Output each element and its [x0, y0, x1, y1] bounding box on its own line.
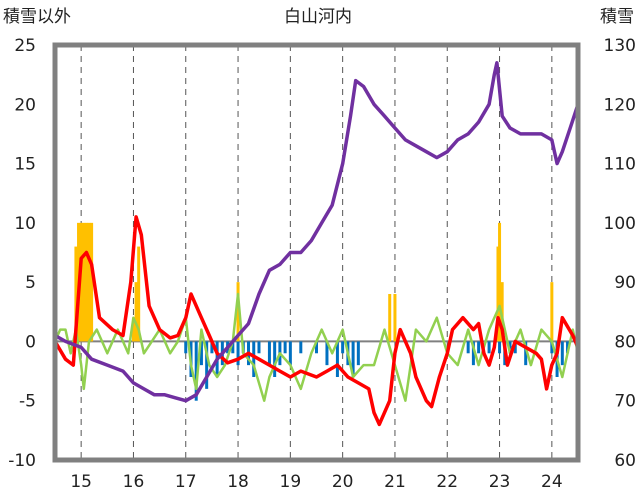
y-right-tick-label: 60 — [614, 451, 636, 471]
y-left-tick-label: 10 — [14, 214, 36, 234]
bar-blue — [550, 341, 554, 354]
grid-lines — [55, 45, 578, 460]
y-left-ticks: 25 20 15 10 5 0 -5 -10 — [8, 36, 36, 471]
y-right-tick-label: 90 — [614, 273, 636, 293]
y-right-tick-label: 120 — [604, 95, 636, 115]
y-right-tick-label: 80 — [614, 332, 636, 352]
bar-blue — [194, 341, 198, 401]
y-right-tick-label: 110 — [604, 155, 636, 175]
y-right-ticks: 130 120 110 100 90 80 70 60 — [604, 36, 636, 471]
bar-blue — [231, 341, 235, 354]
bar-blue — [252, 341, 256, 377]
bar-blue — [356, 341, 360, 366]
series-line — [53, 215, 580, 427]
x-ticks: 15 16 17 18 19 20 21 22 23 24 — [70, 472, 562, 492]
y-right-axis-label: 積雪 — [600, 7, 634, 27]
bar-orange — [498, 222, 502, 342]
bar-blue — [513, 341, 517, 354]
bar-orange — [388, 294, 392, 342]
bar-orange — [90, 222, 94, 342]
bar-orange — [496, 246, 500, 342]
bar-blue — [273, 341, 277, 377]
bar-orange — [87, 222, 91, 342]
x-tick-label: 22 — [436, 472, 458, 492]
bar-blue — [315, 341, 318, 354]
bar-blue — [508, 341, 512, 354]
bar-blue — [325, 341, 329, 366]
bar-blue — [267, 341, 271, 366]
bar-orange — [137, 246, 141, 342]
y-left-tick-label: -10 — [8, 451, 36, 471]
bar-blue — [341, 341, 345, 354]
bar-blue — [560, 341, 564, 366]
y-left-tick-label: 5 — [25, 273, 36, 293]
y-left-tick-label: 25 — [14, 36, 36, 56]
y-left-tick-label: -5 — [19, 392, 36, 412]
chart-title: 白山河内 — [284, 7, 352, 27]
y-right-tick-label: 130 — [604, 36, 636, 56]
x-tick-label: 16 — [123, 472, 145, 492]
series-lines — [53, 61, 580, 427]
bar-blue — [471, 341, 475, 366]
y-right-tick-label: 70 — [614, 392, 636, 412]
x-tick-label: 24 — [541, 472, 563, 492]
bar-blue — [184, 341, 188, 354]
x-tick-label: 20 — [332, 472, 354, 492]
bar-blue — [487, 341, 491, 354]
bar-blue — [283, 341, 287, 354]
x-tick-label: 15 — [70, 472, 92, 492]
bar-blue — [466, 341, 470, 354]
plot-frame — [52, 42, 581, 463]
bar-orange — [236, 282, 240, 342]
bar-blue — [351, 341, 355, 377]
bar-orange — [84, 222, 88, 342]
bar-blue — [257, 341, 261, 354]
bar-blue — [199, 341, 203, 366]
y-left-tick-label: 20 — [14, 95, 36, 115]
y-left-tick-label: 15 — [14, 155, 36, 175]
bar-blue — [299, 341, 303, 354]
bar-blue — [477, 341, 481, 354]
y-left-tick-label: 0 — [25, 332, 36, 352]
bar-orange — [134, 282, 138, 342]
bar-blue — [236, 341, 240, 366]
bar-orange — [550, 282, 554, 342]
bar-orange — [393, 294, 397, 342]
bar-blue — [498, 341, 502, 354]
series-line — [54, 61, 580, 403]
bar-blue — [524, 341, 528, 366]
x-tick-label: 19 — [280, 472, 302, 492]
x-tick-label: 18 — [227, 472, 249, 492]
bar-blue — [288, 341, 292, 366]
x-tick-label: 21 — [384, 472, 406, 492]
bar-blue — [205, 341, 209, 389]
bar-blue — [210, 341, 214, 354]
y-left-axis-label: 積雪以外 — [3, 7, 71, 27]
y-right-tick-label: 100 — [604, 214, 636, 234]
bar-blue — [566, 341, 570, 354]
x-tick-label: 23 — [489, 472, 511, 492]
bar-orange — [74, 246, 78, 342]
x-tick-label: 17 — [175, 472, 197, 492]
bar-blue — [335, 341, 339, 377]
bar-orange — [82, 222, 86, 342]
bar-orange — [131, 317, 135, 342]
